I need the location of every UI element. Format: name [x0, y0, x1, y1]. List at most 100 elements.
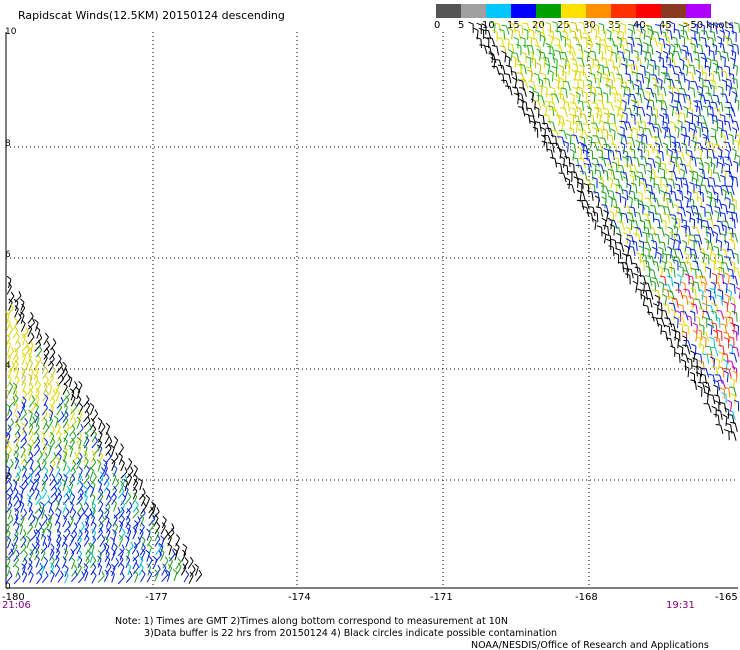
- wind-barb: [626, 64, 633, 76]
- wind-barb: [661, 219, 667, 231]
- wind-barb: [693, 100, 699, 112]
- wind-barb: [568, 127, 575, 139]
- wind-barb: [676, 189, 684, 201]
- wind-barb: [89, 485, 95, 498]
- wind-barb: [653, 123, 662, 134]
- wind-barb: [5, 472, 12, 485]
- wind-barb: [670, 308, 676, 321]
- wind-barb: [14, 375, 20, 388]
- wind-barb: [50, 570, 55, 583]
- wind-barb: [610, 143, 618, 154]
- wind-barb: [624, 165, 633, 175]
- wind-barb: [70, 570, 78, 583]
- wind-barb: [651, 77, 657, 89]
- wind-barb: [705, 204, 714, 215]
- wind-barb: [659, 189, 666, 202]
- wind-barb: [56, 529, 62, 542]
- wind-barb: [678, 71, 686, 83]
- wind-barb: [19, 485, 24, 498]
- wind-barb: [5, 556, 11, 569]
- wind-barb: [55, 381, 60, 394]
- wind-barb: [5, 480, 13, 493]
- wind-barb: [732, 267, 740, 278]
- wind-barb: [582, 36, 588, 48]
- wind-barb: [42, 417, 48, 430]
- wind-barb: [622, 232, 629, 244]
- wind-barb: [589, 86, 597, 97]
- wind-barb: [12, 479, 18, 492]
- wind-barb: [97, 555, 102, 568]
- wind-barb: [712, 94, 721, 105]
- wind-barb: [695, 100, 703, 111]
- wind-barb: [126, 466, 134, 479]
- wind-barb: [682, 183, 689, 195]
- wind-barb: [678, 265, 684, 278]
- wind-barb: [576, 57, 585, 68]
- wind-barb: [672, 204, 679, 216]
- wind-barb: [688, 198, 695, 210]
- wind-barb: [491, 65, 501, 76]
- wind-barb: [654, 212, 663, 223]
- wind-barb: [97, 571, 105, 583]
- wind-barb: [684, 78, 690, 91]
- wind-barb: [696, 43, 704, 55]
- wind-barb: [627, 28, 633, 40]
- wind-barb: [497, 37, 505, 48]
- wind-barb: [537, 21, 545, 33]
- wind-barb: [547, 121, 556, 131]
- wind-barb: [673, 233, 682, 244]
- wind-barb: [643, 260, 651, 271]
- wind-barb: [544, 62, 550, 75]
- wind-barb: [597, 148, 603, 161]
- wind-barb: [661, 126, 667, 139]
- wind-barb: [653, 183, 661, 194]
- wind-barb: [547, 46, 556, 56]
- wind-barb: [622, 189, 629, 201]
- wind-barb: [634, 113, 642, 124]
- colorbar-swatch-7: [611, 4, 636, 18]
- wind-barb: [67, 374, 73, 388]
- wind-barb: [34, 487, 40, 500]
- wind-barb: [704, 237, 710, 250]
- lon-label-168: -168: [575, 592, 598, 603]
- wind-barb: [613, 178, 621, 189]
- wind-barb: [709, 288, 717, 299]
- wind-barb: [13, 298, 19, 312]
- wind-barb: [679, 58, 685, 70]
- wind-barb: [621, 57, 628, 69]
- wind-barb: [639, 163, 647, 175]
- wind-barb: [647, 28, 653, 41]
- wind-barb: [729, 238, 736, 250]
- wind-barb: [20, 430, 28, 443]
- wind-barb: [729, 283, 736, 294]
- wind-barb: [521, 100, 528, 112]
- wind-barb: [630, 99, 636, 112]
- wind-barb: [124, 492, 132, 505]
- wind-barb: [650, 92, 658, 103]
- wind-barb: [48, 408, 54, 422]
- wind-barb: [34, 478, 39, 492]
- wind-barb: [673, 316, 679, 329]
- wind-barb: [167, 563, 173, 577]
- wind-barb: [47, 416, 54, 429]
- wind-barb: [14, 367, 19, 380]
- wind-barb: [533, 90, 540, 103]
- wind-barb: [97, 480, 103, 493]
- wind-barb: [673, 336, 680, 349]
- wind-barb: [698, 76, 704, 89]
- wind-barb: [730, 302, 736, 315]
- wind-barb: [543, 77, 551, 89]
- wind-barb: [646, 44, 654, 55]
- wind-barb: [704, 99, 712, 110]
- wind-barb: [726, 191, 734, 202]
- wind-barb: [27, 318, 35, 330]
- wind-barb: [40, 430, 46, 444]
- wind-barb: [180, 563, 187, 576]
- wind-barb: [133, 570, 139, 583]
- lat-label-10: 10: [5, 27, 17, 37]
- wind-barb: [68, 480, 74, 494]
- wind-barb: [616, 77, 623, 89]
- wind-barb: [660, 260, 666, 272]
- wind-barb: [691, 303, 698, 314]
- wind-barb: [518, 98, 524, 110]
